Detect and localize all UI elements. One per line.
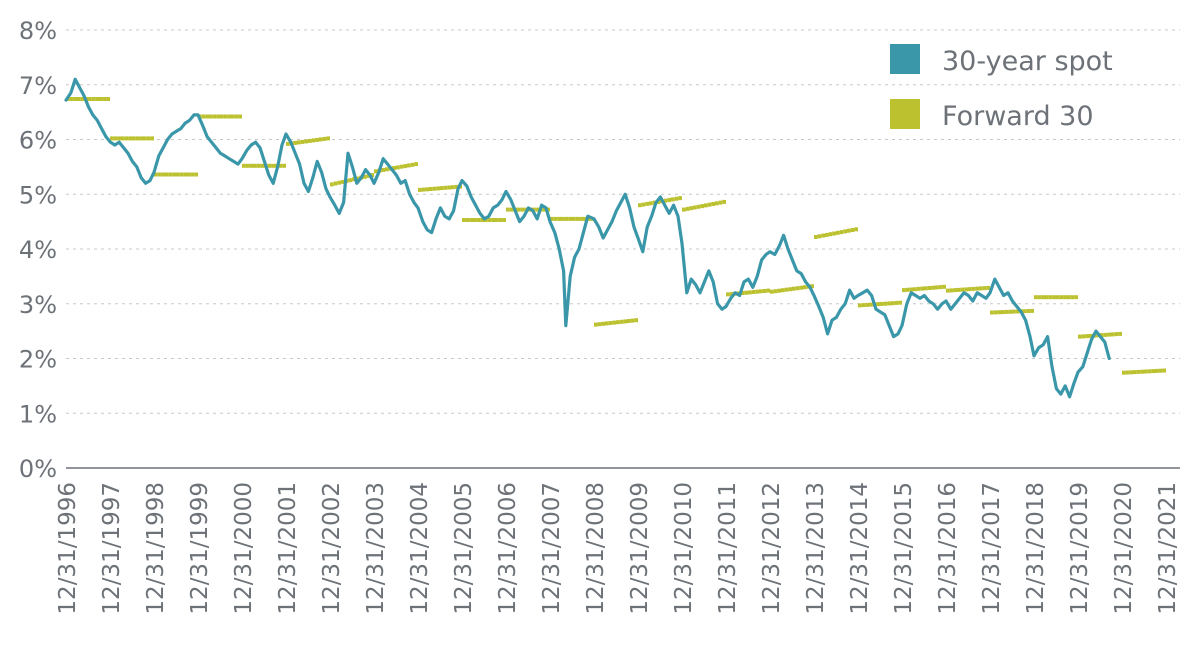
x-tick-label: 12/31/2012 [759, 482, 785, 615]
y-tick-label: 2% [19, 346, 57, 374]
x-tick-label: 12/31/2005 [451, 482, 477, 615]
y-tick-label: 7% [19, 72, 57, 100]
x-tick-label: 12/31/2002 [319, 482, 345, 615]
x-tick-label: 12/31/2007 [539, 482, 565, 615]
x-tick-label: 12/31/1997 [99, 482, 125, 615]
x-tick-label: 12/31/2021 [1155, 482, 1181, 615]
y-tick-label: 3% [19, 291, 57, 319]
x-tick-label: 12/31/2014 [847, 482, 873, 615]
x-tick-label: 12/31/2020 [1111, 482, 1137, 615]
spot-30-year-line [64, 77, 1111, 399]
legend: 30-year spot Forward 30 [890, 44, 1113, 132]
x-tick-label: 12/31/2013 [803, 482, 829, 615]
legend-swatch-forward [890, 99, 920, 129]
legend-swatch-spot [890, 44, 920, 74]
forward-30-series [66, 97, 1166, 375]
x-tick-label: 12/31/2010 [671, 482, 697, 615]
gridlines [66, 29, 1180, 414]
x-tick-label: 12/31/2011 [715, 482, 741, 615]
legend-label-forward: Forward 30 [942, 101, 1094, 132]
y-tick-label: 4% [19, 236, 57, 264]
y-tick-label: 0% [19, 455, 57, 483]
y-tick-label: 8% [19, 17, 57, 45]
y-tick-label: 1% [19, 400, 57, 428]
x-tick-label: 12/31/2000 [231, 482, 257, 615]
x-tick-label: 12/31/2019 [1067, 482, 1093, 615]
x-tick-label: 12/31/2015 [891, 482, 917, 615]
legend-label-spot: 30-year spot [942, 46, 1113, 77]
y-tick-label: 5% [19, 181, 57, 209]
x-tick-label: 12/31/2004 [407, 482, 433, 615]
y-tick-label: 6% [19, 127, 57, 155]
x-tick-label: 12/31/2001 [275, 482, 301, 615]
x-tick-label: 12/31/2017 [979, 482, 1005, 615]
y-axis-ticks: 0% 1% 2% 3% 4% 5% 6% 7% 8% [19, 17, 57, 483]
x-axis-ticks: 12/31/1996 12/31/1997 12/31/1998 12/31/1999… [55, 482, 1181, 615]
x-tick-label: 12/31/2006 [495, 482, 521, 615]
x-tick-label: 12/31/1996 [55, 482, 81, 615]
x-tick-label: 12/31/2003 [363, 482, 389, 615]
x-tick-label: 12/31/1998 [143, 482, 169, 615]
x-tick-label: 12/31/2009 [627, 482, 653, 615]
x-tick-label: 12/31/2008 [583, 482, 609, 615]
x-tick-label: 12/31/2018 [1023, 482, 1049, 615]
x-tick-label: 12/31/2016 [935, 482, 961, 615]
x-tick-label: 12/31/1999 [187, 482, 213, 615]
